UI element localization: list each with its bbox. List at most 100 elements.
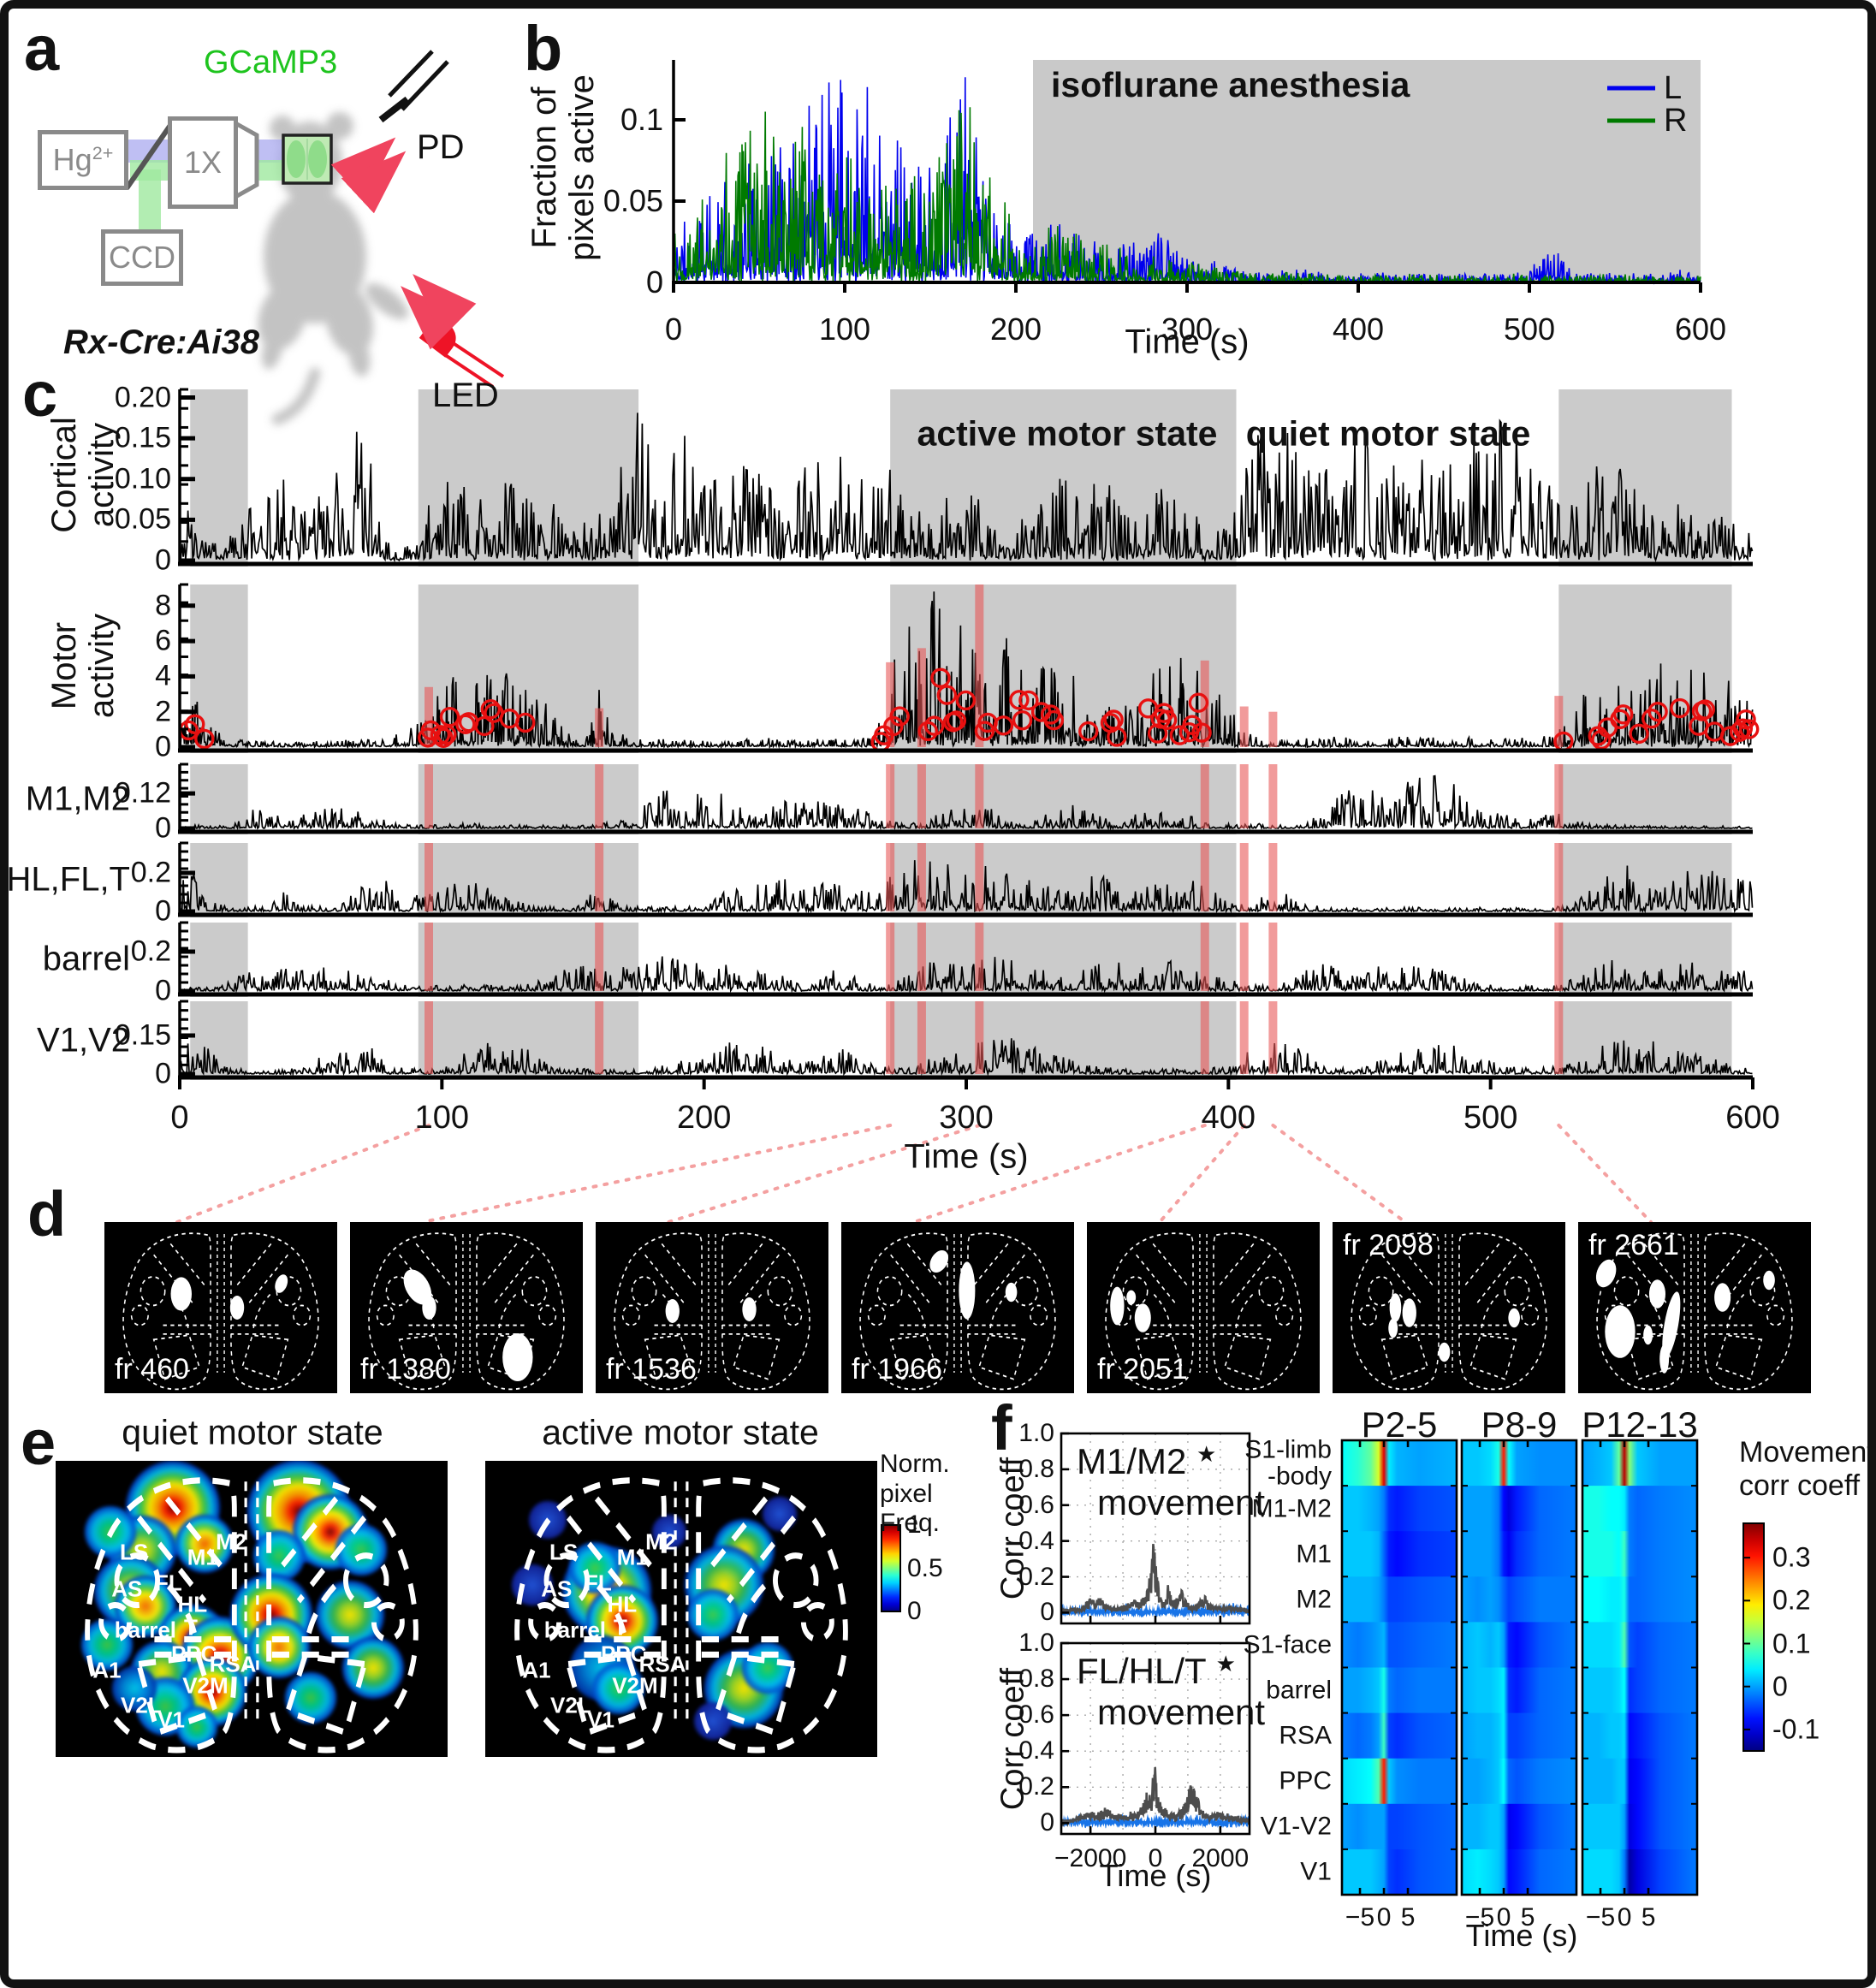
hg-text: Hg <box>52 142 92 177</box>
density-blob <box>741 1642 793 1694</box>
region-label-v2l: V2L <box>121 1692 162 1718</box>
active-pixel-frame: fr 1380 <box>350 1222 583 1393</box>
event-bar <box>1239 1001 1249 1074</box>
corr-trace <box>1060 1766 1251 1828</box>
heatmap-row <box>1462 1440 1576 1487</box>
active-pixel-blob <box>229 1296 245 1320</box>
c-ytick-label: 0.20 <box>114 381 171 414</box>
quiet-state-map: LS M1 M2 AS FL HL barrel T PPC RSA A1 V2M V2L V1 <box>56 1461 448 1757</box>
movement-event-circle <box>936 685 958 705</box>
led-light-arrows <box>401 274 477 350</box>
heatmap-row <box>1582 1531 1697 1577</box>
frame-connector <box>667 1124 982 1224</box>
heatmap-row <box>1462 1622 1576 1669</box>
region-label-v2l: V2L <box>550 1692 591 1718</box>
heatmap-xtick-label: 0 <box>1496 1903 1511 1932</box>
region-label-m1: M1 <box>616 1544 648 1570</box>
heatmap-row-label: S1-face <box>1243 1630 1332 1659</box>
objective-text: 1X <box>183 145 223 180</box>
panel-d-letter: d <box>27 1178 67 1249</box>
heatmap-row <box>1462 1486 1576 1532</box>
density-blob <box>175 1514 234 1573</box>
movement-event-circle <box>946 710 967 731</box>
c-xtick-label: 500 <box>1463 1100 1518 1136</box>
density-blob <box>253 1529 306 1581</box>
objective-1x-box: 1X <box>168 116 238 209</box>
e-colorbar-tick: 0 <box>907 1597 922 1625</box>
motor-event-bar <box>917 648 926 747</box>
active-pixel-blob <box>1005 1282 1018 1303</box>
c-xtick-label: 400 <box>1201 1100 1256 1136</box>
beam-splitter <box>124 120 175 190</box>
event-bar <box>595 764 604 828</box>
c-ytick-label: 0.15 <box>114 1018 171 1052</box>
ccd-text: CCD <box>109 240 175 275</box>
quiet-state-label: quiet motor state <box>1245 413 1531 454</box>
f-title1-star-icon: ★ <box>1196 1441 1217 1467</box>
movement-event-circle <box>430 725 451 745</box>
density-blob <box>592 1663 644 1715</box>
c-row-label-v1v2: V1,V2 <box>37 1021 130 1059</box>
frame-number-label: fr 1966 <box>852 1353 942 1386</box>
region-label-as: AS <box>111 1576 143 1602</box>
heatmap-row <box>1342 1622 1457 1669</box>
region-label-barrel: barrel <box>543 1617 607 1643</box>
c-ytick-label: 8 <box>155 589 171 622</box>
heatmap-row <box>1582 1622 1697 1669</box>
movement-event-circle <box>1156 709 1178 730</box>
panel-f-letter: f <box>991 1392 1012 1463</box>
active-pixel-blob <box>1643 1325 1653 1345</box>
event-bar <box>886 764 895 828</box>
frame-number-label: fr 2098 <box>1343 1229 1434 1261</box>
heatmap-row <box>1342 1849 1457 1896</box>
active-pixel-blob <box>1134 1303 1151 1332</box>
c-x-axis-label: Time (s) <box>904 1137 1029 1176</box>
region-label-ppc: PPC <box>600 1641 647 1667</box>
movement-event-circle <box>515 712 536 733</box>
f-title1-text: M1/M2 <box>1077 1441 1187 1481</box>
event-bar <box>1239 843 1249 911</box>
region-label-v1: V1 <box>157 1706 186 1733</box>
c-row-label-hlflt: HL,FL,T <box>6 860 130 899</box>
region-label-ppc: PPC <box>170 1641 217 1667</box>
f-xtick-label: −2000 <box>1054 1844 1127 1872</box>
c-xtick-label: 600 <box>1725 1100 1780 1136</box>
frame-connector <box>1158 1124 1246 1224</box>
b-xtick-label: 200 <box>989 312 1042 347</box>
c-ytick-label: 0.05 <box>114 502 171 536</box>
event-bar <box>1200 843 1209 911</box>
f-ytick-label: 0.4 <box>1018 1526 1054 1555</box>
anesthesia-annotation: isoflurane anesthesia <box>1051 65 1410 104</box>
c-row-label-barrel: barrel <box>42 940 130 978</box>
c-ytick-label: 0.12 <box>114 776 171 810</box>
event-bar <box>975 764 984 828</box>
event-bar <box>1239 764 1249 828</box>
active-pixel-frame: fr 2098 <box>1333 1222 1565 1393</box>
heatmap-row <box>1342 1712 1457 1760</box>
heatmap-row-label: S1-limb -body <box>1244 1435 1332 1491</box>
heatmap-row-label: M2 <box>1296 1585 1332 1614</box>
region-label-barrel: barrel <box>114 1617 177 1643</box>
event-bar <box>424 923 434 991</box>
brain-atlas-outline <box>514 1477 848 1754</box>
region-label-v1: V1 <box>587 1706 615 1733</box>
heatmap-row-label: RSA <box>1279 1721 1332 1750</box>
heatmap-x-axis-label: Time (s) <box>1465 1918 1578 1953</box>
region-label-m1: M1 <box>187 1544 218 1570</box>
motor-state-band <box>1558 1001 1732 1080</box>
frame-connector <box>1557 1124 1653 1224</box>
active-pixel-frame: fr 460 <box>104 1222 337 1393</box>
active-pixel-frame: fr 2051 <box>1087 1222 1320 1393</box>
c-trace-3 <box>179 860 1754 914</box>
mercury-lamp-box: Hg2+ <box>38 130 128 190</box>
heatmap-row <box>1582 1803 1697 1850</box>
f-ytick-label: 1.0 <box>1018 1629 1054 1657</box>
b-xtick-label: 600 <box>1674 312 1727 347</box>
heatmap-xtick-label: −5 <box>1464 1903 1495 1932</box>
c-ytick-label: 0 <box>155 894 171 928</box>
frame-number-label: fr 1536 <box>606 1353 697 1386</box>
f-title1-line2: movement <box>1097 1482 1266 1522</box>
movement-event-circle <box>1147 723 1168 744</box>
event-bar <box>1554 1001 1564 1074</box>
